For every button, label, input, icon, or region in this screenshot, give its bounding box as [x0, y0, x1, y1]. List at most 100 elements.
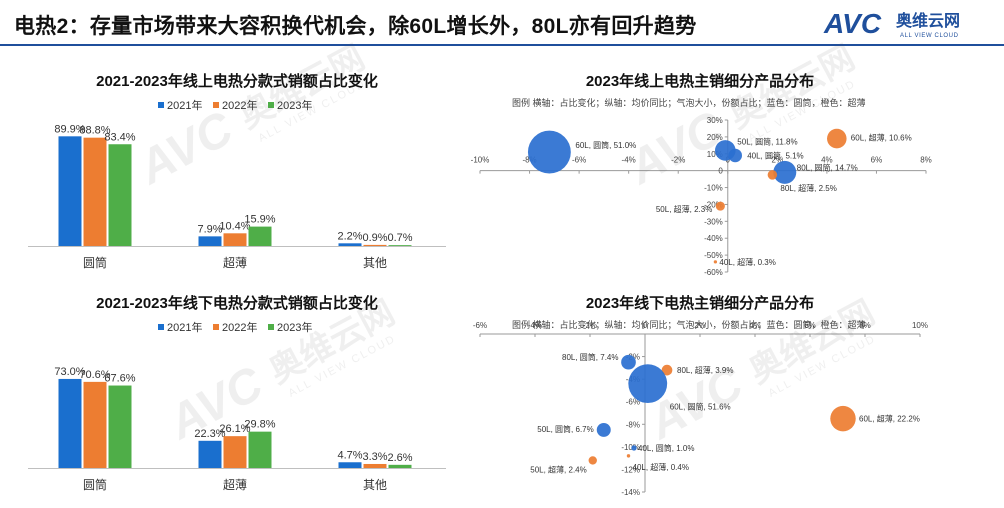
avc-logo: AVC 奥维云网 ALL VIEW CLOUD: [823, 8, 960, 39]
bubble: [596, 422, 611, 437]
bubble-label: 80L, 超薄, 3.9%: [677, 365, 733, 375]
y-tick-label: -8%: [626, 420, 640, 429]
bar: [108, 144, 132, 246]
chart-title: 2023年线上电热主销细分产品分布: [586, 72, 814, 90]
bubble-label: 80L, 超薄, 2.5%: [780, 183, 836, 193]
offline-bar-chart: 2021-2023年线下电热分款式销额占比变化 2021年 2022年 2023年 73…: [28, 294, 446, 492]
bar-data-label: 70.6%: [79, 369, 110, 381]
bubble: [773, 160, 797, 184]
y-tick-label: -40%: [704, 234, 723, 243]
bar: [248, 226, 272, 246]
bar-data-label: 73.0%: [54, 366, 85, 378]
logo-en: ALL VIEW CLOUD: [900, 33, 959, 39]
bar-data-label: 83.4%: [104, 131, 135, 143]
y-tick-label: 20%: [707, 133, 723, 142]
y-tick-label: -10%: [704, 184, 723, 193]
x-tick-label: -6%: [572, 156, 586, 165]
legend-label: 2021年: [167, 320, 202, 334]
bar-data-label: 0.7%: [387, 232, 412, 244]
x-tick-label: 6%: [871, 156, 883, 165]
slide-header: 电热2：存量市场带来大容积换代机会，除60L增长外，80L亦有回升趋势 AVC …: [0, 0, 1004, 46]
bubble-label: 60L, 圆筒, 51.6%: [670, 402, 731, 412]
y-tick-label: 0: [718, 167, 723, 176]
x-tick-label: 4%: [821, 156, 833, 165]
bubble: [628, 364, 668, 404]
x-tick-label: 4%: [749, 321, 761, 330]
bar-data-label: 7.9%: [197, 223, 222, 235]
bar-data-label: 88.8%: [79, 125, 110, 137]
legend-label: 2022年: [222, 320, 257, 334]
category-label: 圆筒: [83, 255, 107, 270]
bubble-label: 50L, 圆筒, 11.8%: [737, 136, 797, 146]
bar-data-label: 29.8%: [244, 419, 275, 431]
legend-swatch: [158, 102, 164, 108]
chart-title: 2023年线下电热主销细分产品分布: [586, 294, 814, 312]
y-tick-label: -50%: [704, 251, 723, 260]
bar: [58, 378, 82, 468]
legend-label: 2023年: [277, 320, 312, 334]
bubble: [728, 148, 742, 163]
category-label: 超薄: [223, 477, 247, 492]
logo-cn: 奥维云网: [896, 11, 960, 30]
x-tick-label: 10%: [912, 321, 928, 330]
x-tick-label: 2%: [772, 156, 784, 165]
bubble: [527, 130, 571, 174]
bar-data-label: 89.9%: [54, 123, 85, 135]
x-tick-label: 8%: [859, 321, 871, 330]
bar-data-label: 22.3%: [194, 428, 225, 440]
x-tick-label: -2%: [583, 321, 597, 330]
bubble-label: 40L, 圆筒, 1.0%: [638, 443, 694, 453]
bubble-label: 80L, 圆筒, 14.7%: [797, 162, 858, 172]
chart-title: 2021-2023年线上电热分款式销额占比变化: [96, 72, 378, 90]
category-label: 圆筒: [83, 477, 107, 492]
y-tick-label: -20%: [704, 200, 723, 209]
y-tick-label: 10%: [707, 150, 723, 159]
bar-data-label: 67.6%: [104, 373, 135, 385]
bar: [223, 233, 247, 246]
y-tick-label: -12%: [621, 465, 640, 474]
x-tick-label: -6%: [473, 321, 487, 330]
bar: [338, 462, 362, 468]
bar: [83, 137, 107, 246]
y-tick-label: -6%: [626, 398, 640, 407]
x-tick-label: 2%: [694, 321, 706, 330]
bar: [198, 440, 222, 468]
bar: [338, 243, 362, 246]
legend-swatch: [213, 324, 219, 330]
legend-note: 图例 横轴：占比变化；纵轴：均价同比；气泡大小，份额占比；蓝色：圆筒，橙色：超薄: [512, 97, 866, 108]
bar: [83, 381, 107, 468]
bar-data-label: 3.3%: [362, 451, 387, 463]
bar: [198, 236, 222, 246]
y-tick-label: -10%: [621, 443, 640, 452]
bubble: [661, 364, 673, 376]
chart-title: 2021-2023年线下电热分款式销额占比变化: [96, 294, 378, 312]
bar: [363, 463, 387, 468]
bubble-label: 40L, 超薄, 0.3%: [719, 257, 775, 267]
bar-data-label: 0.9%: [362, 232, 387, 244]
bubble: [715, 201, 725, 211]
bubble: [830, 405, 856, 432]
bar: [108, 385, 132, 468]
bubble-label: 60L, 超薄, 22.2%: [859, 414, 920, 424]
bubble-label: 40L, 超薄, 0.4%: [633, 462, 689, 472]
legend-note: 图例 横轴：占比变化；纵轴：均价同比；气泡大小，份额占比；蓝色：圆筒，橙色：超薄: [512, 319, 866, 330]
y-tick-label: -30%: [704, 217, 723, 226]
bubble-label: 60L, 圆筒, 51.0%: [575, 140, 636, 150]
x-tick-label: -4%: [622, 156, 636, 165]
category-label: 其他: [363, 256, 387, 270]
x-tick-label: 8%: [920, 156, 932, 165]
bar-data-label: 4.7%: [337, 449, 362, 461]
bar-data-label: 10.4%: [219, 220, 250, 232]
y-tick-label: 30%: [707, 116, 723, 125]
y-tick-label: -60%: [704, 268, 723, 277]
x-tick-label: 6%: [804, 321, 816, 330]
category-label: 超薄: [223, 255, 247, 270]
x-tick-label: -10%: [471, 156, 490, 165]
bubble-label: 50L, 超薄, 2.3%: [656, 204, 712, 214]
bubble: [767, 170, 778, 180]
bar: [363, 244, 387, 246]
legend-swatch: [213, 102, 219, 108]
bubble-label: 80L, 圆筒, 7.4%: [562, 352, 618, 362]
bubble: [631, 445, 637, 451]
